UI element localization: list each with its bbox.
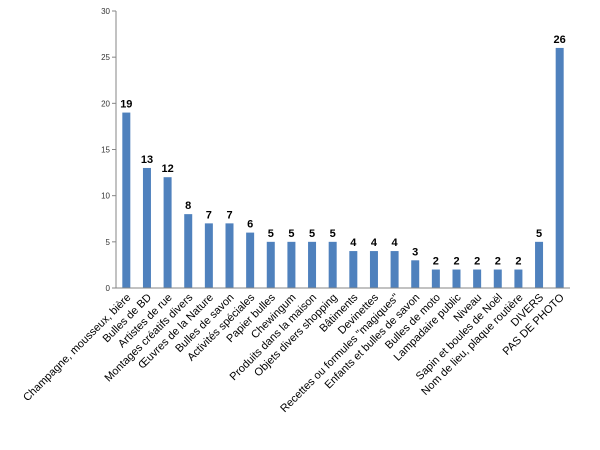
bar — [390, 251, 399, 288]
bar — [369, 251, 378, 288]
data-label: 5 — [536, 228, 542, 240]
data-label: 4 — [350, 237, 357, 249]
data-label: 19 — [120, 99, 132, 111]
data-label: 7 — [226, 209, 232, 221]
y-tick-label: 30 — [101, 7, 110, 16]
data-label: 3 — [412, 246, 418, 258]
bar — [308, 241, 317, 288]
data-label: 5 — [330, 228, 336, 240]
data-label: 2 — [495, 256, 501, 268]
y-tick-label: 10 — [101, 192, 110, 201]
bar — [328, 241, 337, 288]
data-label: 8 — [185, 200, 191, 212]
y-tick-label: 20 — [101, 99, 110, 108]
bar — [204, 223, 213, 288]
category-label: Champagne, mousseux, bière — [21, 292, 133, 404]
data-label: 2 — [453, 256, 459, 268]
bar — [493, 269, 502, 288]
data-label: 5 — [309, 228, 315, 240]
data-label: 5 — [268, 228, 274, 240]
data-label: 7 — [206, 209, 212, 221]
bar — [473, 269, 482, 288]
bar — [349, 251, 358, 288]
bar — [142, 167, 151, 288]
bar — [266, 241, 275, 288]
data-label: 2 — [474, 256, 480, 268]
data-label: 4 — [371, 237, 378, 249]
bar — [184, 214, 193, 288]
data-label: 2 — [515, 256, 521, 268]
data-label: 2 — [433, 256, 439, 268]
data-label: 12 — [161, 163, 173, 175]
bar — [535, 241, 544, 288]
bar — [431, 269, 440, 288]
bar — [287, 241, 296, 288]
y-tick-label: 25 — [101, 53, 110, 62]
bar — [163, 177, 172, 288]
bars — [122, 47, 564, 288]
bar — [411, 260, 420, 288]
data-label: 13 — [141, 154, 153, 166]
data-label: 5 — [288, 228, 294, 240]
bar — [225, 223, 234, 288]
y-tick-label: 15 — [101, 146, 110, 155]
data-label: 6 — [247, 219, 253, 231]
bar — [452, 269, 461, 288]
y-tick-label: 0 — [106, 284, 111, 293]
bar — [246, 232, 255, 288]
bar — [555, 47, 564, 288]
bar — [514, 269, 523, 288]
data-labels: 19 13 12 8 7 7 6 5 5 5 5 4 4 4 3 2 2 2 2 2 5 26 — [120, 34, 566, 268]
data-label: 26 — [554, 34, 566, 46]
y-axis-ticks: 0 5 10 15 20 25 30 — [101, 7, 116, 293]
data-label: 4 — [392, 237, 399, 249]
bar — [122, 112, 131, 288]
y-tick-label: 5 — [106, 238, 111, 247]
